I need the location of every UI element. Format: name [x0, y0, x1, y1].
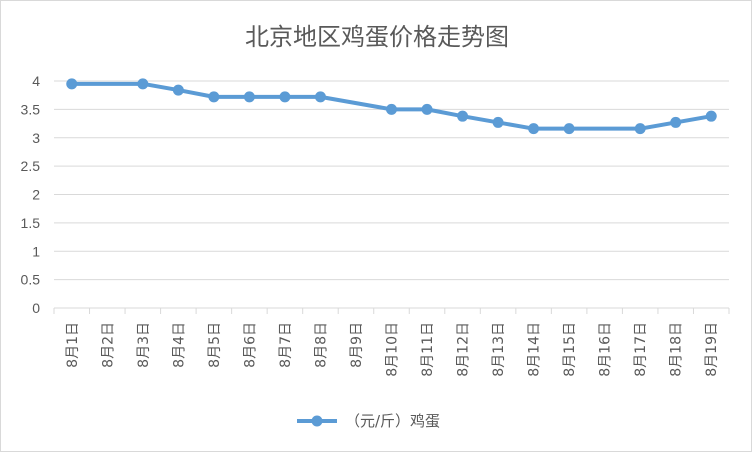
- y-tick-label: 4: [32, 73, 40, 89]
- y-tick-label: 3: [32, 130, 40, 146]
- x-tick-label: 8月15日: [562, 322, 578, 377]
- y-tick-label: 2: [32, 187, 40, 203]
- y-tick-label: 0: [32, 300, 40, 316]
- x-tick-label: 8月7日: [278, 322, 294, 368]
- x-tick-label: 8月2日: [100, 322, 116, 368]
- data-point: [705, 110, 717, 122]
- series-line: [69, 81, 714, 131]
- x-tick-label: 8月14日: [527, 322, 543, 377]
- data-point: [137, 78, 149, 90]
- x-tick-label: 8月11日: [420, 322, 436, 377]
- y-tick-label: 1.5: [21, 215, 41, 231]
- y-tick-label: 3.5: [21, 101, 41, 117]
- data-point: [457, 110, 469, 122]
- x-tick-label: 8月9日: [349, 322, 365, 368]
- x-tick-label: 8月6日: [242, 322, 258, 368]
- x-tick-label: 8月5日: [207, 322, 223, 368]
- legend-label: （元/斤）鸡蛋: [345, 412, 440, 430]
- x-axis: 8月1日 8月2日 8月3日 8月4日 8月5日 8月6日 8月7日 8月8日 8月9日 8月10…: [53, 308, 730, 377]
- x-tick-label: 8月3日: [136, 322, 152, 368]
- x-tick-label: 8月10日: [385, 322, 401, 377]
- y-axis: 0 0.5 1 1.5 2 2.5 3 3.5 4: [21, 73, 41, 316]
- y-tick-label: 0.5: [21, 272, 41, 288]
- legend: （元/斤）鸡蛋: [297, 412, 440, 430]
- x-tick-label: 8月13日: [491, 322, 507, 377]
- x-tick-label: 8月16日: [598, 322, 614, 377]
- x-tick-label: 8月8日: [313, 322, 329, 368]
- x-tick-label: 8月18日: [669, 322, 685, 377]
- data-point: [208, 91, 220, 103]
- data-point: [528, 123, 540, 135]
- x-tick-label: 8月12日: [456, 322, 472, 377]
- x-tick-label: 8月19日: [704, 322, 720, 377]
- data-point: [492, 116, 504, 128]
- data-point: [314, 91, 326, 103]
- data-point: [634, 123, 646, 135]
- data-point: [421, 103, 433, 115]
- y-tick-label: 2.5: [21, 158, 41, 174]
- chart-title: 北京地区鸡蛋价格走势图: [245, 23, 509, 51]
- x-tick-label: 8月17日: [633, 322, 649, 377]
- gridlines: [54, 80, 729, 309]
- data-point: [279, 91, 291, 103]
- x-tick-label: 8月1日: [65, 322, 81, 368]
- data-point: [386, 103, 397, 115]
- data-point: [563, 123, 575, 135]
- y-tick-label: 1: [32, 243, 40, 259]
- legend-marker: [311, 415, 323, 427]
- data-point: [670, 116, 682, 128]
- data-point: [243, 91, 255, 103]
- x-tick-label: 8月4日: [171, 322, 187, 368]
- data-point: [172, 84, 184, 96]
- data-point: [66, 78, 78, 90]
- series-layer: [66, 78, 717, 135]
